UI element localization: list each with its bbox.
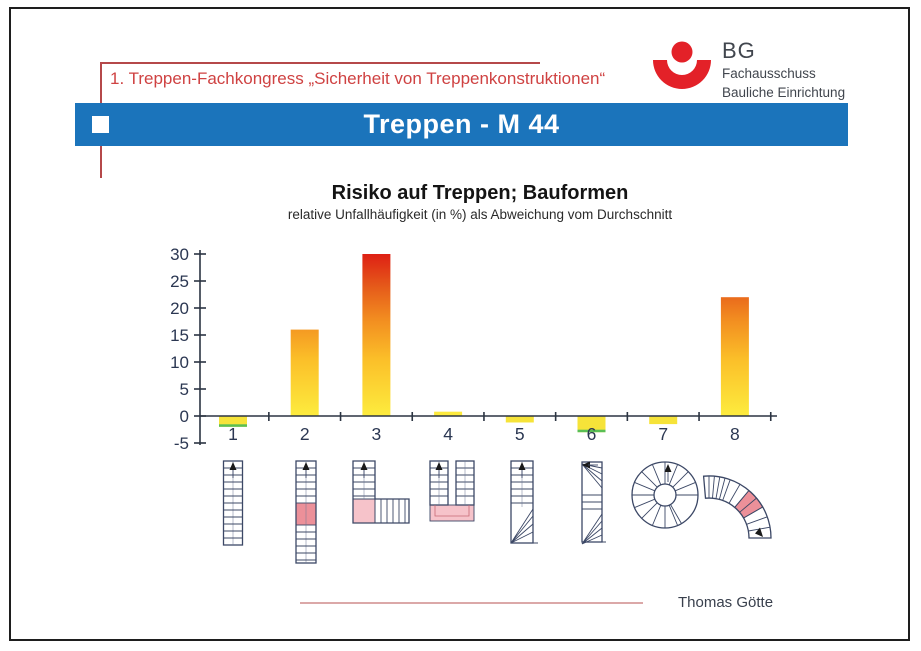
bar-6 <box>577 416 606 433</box>
stair-diagram-straight-with-landing <box>295 460 317 564</box>
y-tick-label: 25 <box>170 272 189 291</box>
logo-line2: Bauliche Einrichtung <box>722 84 846 100</box>
bar-8 <box>720 297 749 416</box>
author-name: Thomas Götte <box>678 594 774 611</box>
x-category-label: 2 <box>300 424 310 444</box>
y-tick-label: 20 <box>170 299 189 318</box>
x-category-label: 4 <box>443 424 453 444</box>
chart-title: Risiko auf Treppen; Bauformen <box>331 182 629 204</box>
header-rule-horizontal <box>100 62 540 64</box>
congress-title: 1. Treppen-Fachkongress „Sicherheit von … <box>110 69 606 88</box>
bar-4 <box>434 411 463 416</box>
bg-logo-text: BG Fachausschuss Bauliche Einrichtung <box>722 38 845 100</box>
bar-2 <box>290 329 319 416</box>
bar-green-base <box>219 424 247 427</box>
x-category-label: 5 <box>515 424 525 444</box>
bar-3 <box>362 254 391 416</box>
bar-5 <box>505 416 534 423</box>
y-tick-label: -5 <box>174 434 189 453</box>
stair-diagram-curved-flight <box>702 475 772 539</box>
slide-title: Treppen - M 44 <box>363 109 560 139</box>
bar-green-base <box>577 429 606 433</box>
x-category-label: 7 <box>658 424 668 444</box>
y-tick-label: 5 <box>180 380 189 399</box>
bar-7 <box>649 416 678 425</box>
x-category-label: 8 <box>730 424 740 444</box>
slide-border <box>9 7 910 641</box>
stair-diagram-quarter-turn-with-landing <box>352 460 410 524</box>
up-arrow-icon <box>664 464 672 472</box>
up-arrow-icon <box>518 462 526 470</box>
stair-diagram-quarter-winder <box>510 460 538 544</box>
x-category-label: 1 <box>228 424 238 444</box>
bar-chart: 30 25 20 15 10 5 0 -5 1 2 3 4 5 6 7 8 <box>170 245 777 453</box>
chart-subtitle: relative Unfallhäufigkeit (in %) als Abw… <box>287 207 673 222</box>
logo-line1: Fachausschuss <box>722 66 816 82</box>
x-category-label: 6 <box>587 424 597 444</box>
up-arrow-icon <box>435 462 443 470</box>
x-category-label: 3 <box>372 424 382 444</box>
left-arrow-icon <box>582 461 590 469</box>
bar-1 <box>219 416 247 427</box>
down-arrow-icon <box>755 527 763 537</box>
stair-diagram-straight-flight <box>222 460 244 546</box>
stair-diagram-half-turn-with-landing <box>429 460 475 522</box>
up-arrow-icon <box>302 462 310 470</box>
y-tick-label: 0 <box>180 407 189 426</box>
footer-divider <box>300 602 643 604</box>
bg-logo: BG Fachausschuss Bauliche Einrichtung <box>650 38 845 100</box>
up-arrow-icon <box>229 462 237 470</box>
title-banner: Treppen - M 44 <box>75 103 848 146</box>
y-tick-label: 30 <box>170 245 189 264</box>
square-bullet-icon <box>92 116 109 133</box>
up-arrow-icon <box>360 462 368 470</box>
stair-diagram-double-winder <box>581 461 606 545</box>
y-tick-label: 15 <box>170 326 189 345</box>
bg-logo-icon <box>653 41 711 89</box>
logo-abbr: BG <box>722 38 756 63</box>
stair-diagram-spiral <box>631 461 699 529</box>
y-tick-label: 10 <box>170 353 189 372</box>
